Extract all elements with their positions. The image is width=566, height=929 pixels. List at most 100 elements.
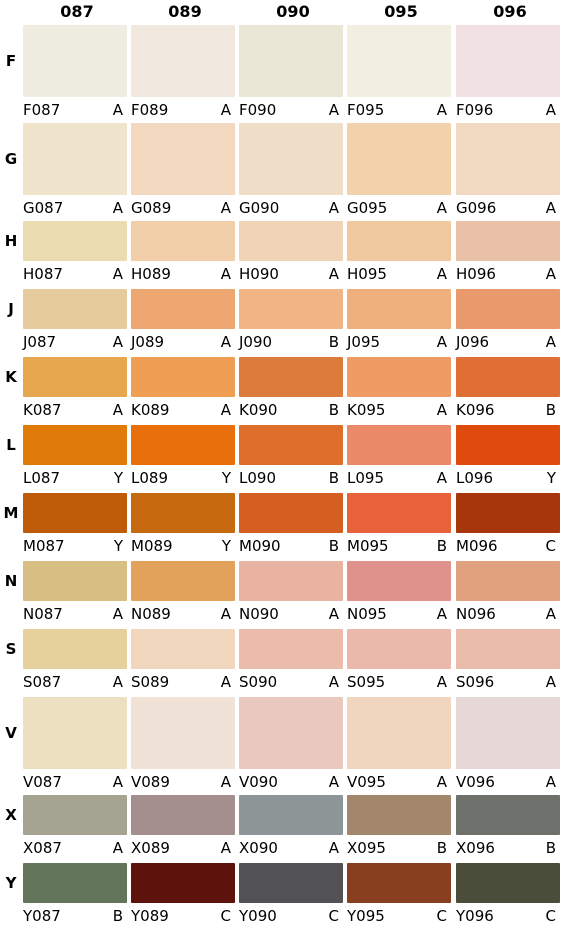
swatch-grade: A	[112, 199, 123, 217]
swatch-code: Y090	[239, 907, 277, 925]
swatch-code: V096	[456, 773, 495, 791]
color-swatch	[131, 561, 235, 601]
swatch-grade: A	[112, 673, 123, 691]
swatch-code: L087	[23, 469, 60, 487]
color-swatch	[239, 25, 343, 97]
swatch-code: V095	[347, 773, 386, 791]
swatch-cell-K090: K090 B	[239, 357, 347, 423]
swatch-code: V090	[239, 773, 278, 791]
swatch-cell-N095: N095 A	[347, 561, 455, 627]
color-swatch	[131, 221, 235, 261]
swatch-code: J089	[131, 333, 165, 351]
row-label-L: L	[6, 436, 16, 454]
swatch-code: J095	[347, 333, 381, 351]
swatch-code: Y095	[347, 907, 385, 925]
swatch-cell-F090: F090 A	[239, 25, 347, 123]
swatch-cell-M090: M090 B	[239, 493, 347, 559]
swatch-grade: A	[328, 199, 339, 217]
color-swatch	[456, 863, 560, 903]
swatch-grade: A	[220, 605, 231, 623]
color-swatch	[23, 25, 127, 97]
swatch-code: H096	[456, 265, 496, 283]
row-label-F: F	[5, 52, 17, 70]
swatch-code: J087	[23, 333, 57, 351]
swatch-cell-V090: V090 A	[239, 697, 347, 795]
swatch-code: G096	[456, 199, 497, 217]
swatch-grade: A	[328, 773, 339, 791]
swatch-cell-V096: V096 A	[456, 697, 564, 795]
color-swatch	[456, 289, 560, 329]
swatch-grade: A	[328, 605, 339, 623]
color-swatch	[131, 289, 235, 329]
swatch-cell-Y090: Y090 C	[239, 863, 347, 929]
swatch-grade: A	[436, 333, 447, 351]
swatch-grade: A	[112, 773, 123, 791]
swatch-code: G087	[23, 199, 64, 217]
color-swatch	[347, 221, 451, 261]
swatch-cell-N096: N096 A	[456, 561, 564, 627]
swatch-cell-H096: H096 A	[456, 221, 564, 287]
swatch-code: S089	[131, 673, 170, 691]
color-swatch	[239, 289, 343, 329]
color-swatch	[131, 425, 235, 465]
swatch-cell-N087: N087 A	[23, 561, 131, 627]
row-label-S: S	[5, 640, 17, 658]
swatch-code: F089	[131, 101, 169, 119]
color-swatch	[456, 425, 560, 465]
swatch-code: Y089	[131, 907, 169, 925]
color-swatch	[131, 863, 235, 903]
color-swatch	[23, 357, 127, 397]
swatch-grade: A	[112, 101, 123, 119]
swatch-grade: A	[545, 773, 556, 791]
color-swatch	[23, 221, 127, 261]
swatch-cell-V095: V095 A	[347, 697, 455, 795]
swatch-grade: Y	[113, 537, 123, 555]
color-swatch	[131, 697, 235, 769]
swatch-cell-J089: J089 A	[131, 289, 239, 355]
swatch-code: L095	[347, 469, 384, 487]
row-label-Y: Y	[5, 874, 17, 892]
swatch-code: K089	[131, 401, 170, 419]
swatch-cell-J090: J090 B	[239, 289, 347, 355]
swatch-cell-K095: K095 A	[347, 357, 455, 423]
swatch-code: K095	[347, 401, 386, 419]
swatch-cell-M089: M089 Y	[131, 493, 239, 559]
swatch-code: H087	[23, 265, 63, 283]
swatch-grade: A	[220, 101, 231, 119]
color-swatch	[23, 123, 127, 195]
swatch-grade: A	[220, 401, 231, 419]
swatch-cell-X087: X087 A	[23, 795, 131, 861]
color-swatch	[347, 493, 451, 533]
color-swatch	[347, 697, 451, 769]
color-swatch	[23, 425, 127, 465]
swatch-grade: A	[436, 605, 447, 623]
color-swatch	[456, 123, 560, 195]
color-swatch	[347, 425, 451, 465]
color-swatch	[239, 795, 343, 835]
swatch-code: M087	[23, 537, 65, 555]
swatch-cell-L087: L087 Y	[23, 425, 131, 491]
column-header-087: 087	[60, 2, 94, 21]
color-swatch	[456, 795, 560, 835]
swatch-cell-Y087: Y087 B	[23, 863, 131, 929]
swatch-grade: C	[328, 907, 339, 925]
swatch-code: H095	[347, 265, 387, 283]
row-label-K: K	[5, 368, 17, 386]
row-label-G: G	[4, 150, 18, 168]
swatch-grade: C	[545, 537, 556, 555]
color-swatch	[131, 123, 235, 195]
swatch-code: F090	[239, 101, 277, 119]
swatch-code: N095	[347, 605, 387, 623]
color-swatch	[131, 493, 235, 533]
swatch-cell-X089: X089 A	[131, 795, 239, 861]
swatch-code: N087	[23, 605, 63, 623]
color-swatch	[239, 493, 343, 533]
swatch-code: L096	[456, 469, 493, 487]
swatch-grade: B	[112, 907, 123, 925]
swatch-code: V087	[23, 773, 62, 791]
swatch-grade: A	[220, 773, 231, 791]
color-swatch	[239, 561, 343, 601]
swatch-cell-F089: F089 A	[131, 25, 239, 123]
swatch-cell-K089: K089 A	[131, 357, 239, 423]
swatch-grade: A	[112, 839, 123, 857]
